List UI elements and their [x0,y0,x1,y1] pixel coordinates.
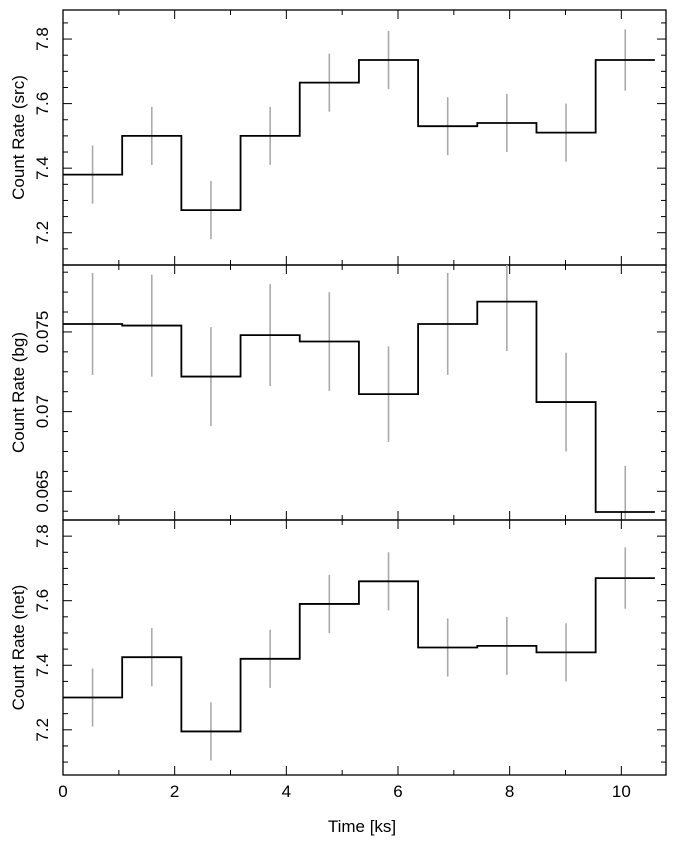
y-tick-label: 7.2 [33,221,52,245]
x-tick-label: 0 [58,782,67,801]
y-tick-label: 0.065 [33,470,52,513]
x-tick-label: 8 [505,782,514,801]
x-tick-label: 10 [612,782,631,801]
x-tick-label: 2 [170,782,179,801]
y-axis-label: Count Rate (src) [9,75,28,200]
y-tick-label: 7.6 [33,589,52,613]
y-tick-label: 7.2 [33,718,52,742]
y-axis-label: Count Rate (net) [9,585,28,711]
y-tick-label: 7.4 [33,156,52,180]
x-tick-label: 4 [282,782,291,801]
step-series [63,59,655,212]
y-axis-label: Count Rate (bg) [9,332,28,453]
x-tick-label: 6 [393,782,402,801]
panel-2: 0.065 0.07 0.075 Count Rate (bg) [9,264,667,521]
panel-frame [62,9,667,266]
panel-frame [62,519,667,776]
y-tick-label: 7.4 [33,653,52,677]
panel-1: 7.2 7.4 7.6 7.8 Count Rate (src) [9,9,667,266]
step-series [63,300,655,513]
step-series [63,577,655,733]
x-axis-label: Time [ks] [328,817,396,836]
panel-frame [62,264,667,521]
y-tick-label: 7.6 [33,92,52,116]
y-tick-label: 7.8 [33,524,52,548]
y-tick-label: 7.8 [33,27,52,51]
y-tick-label: 0.07 [33,395,52,428]
panel-3: 7.2 7.4 7.6 7.8 Count Rate (net) 0 2 4 6 8 10 [9,519,667,801]
y-tick-label: 0.075 [33,311,52,354]
